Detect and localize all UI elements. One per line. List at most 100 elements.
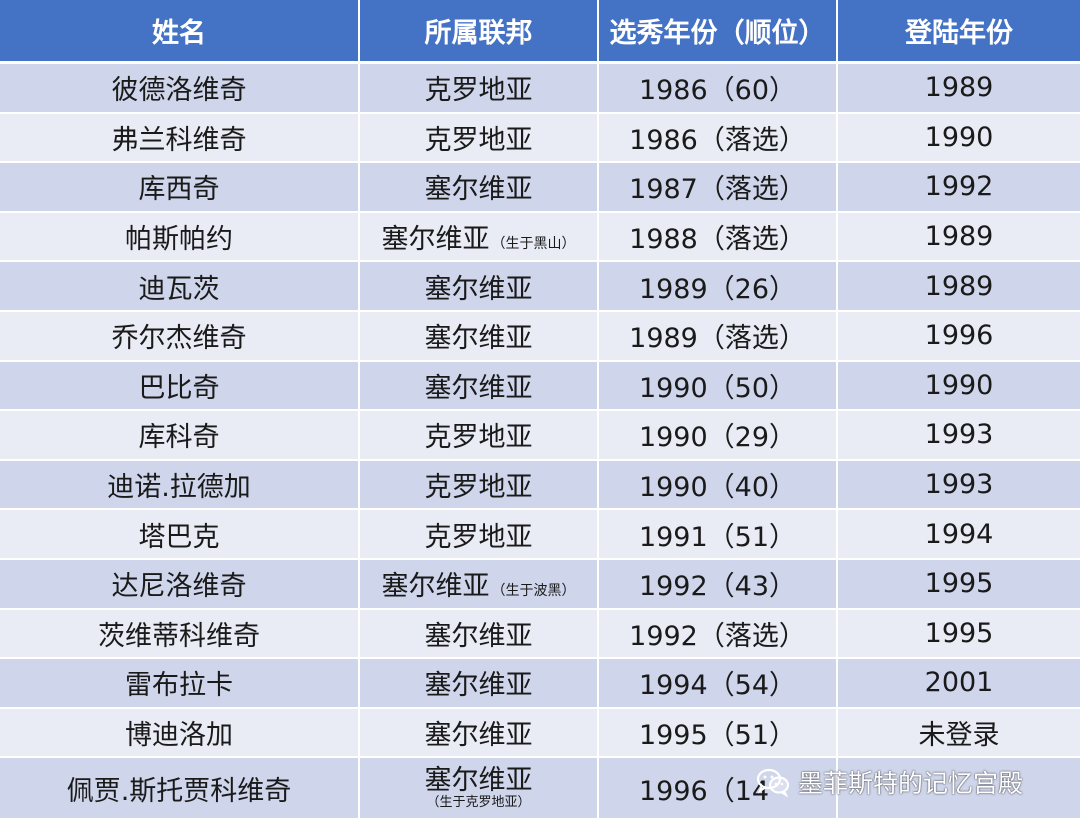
cell-name: 迪瓦茨 — [0, 262, 360, 312]
table-row: 迪瓦茨 塞尔维亚 1989（26） 1989 — [0, 262, 1080, 312]
cell-federation: 塞尔维亚 — [360, 262, 599, 312]
cell-federation: 塞尔维亚 — [360, 659, 599, 709]
watermark: 墨菲斯特的记忆宫殿 — [756, 762, 1023, 802]
birthplace-note: （生于波黑） — [491, 583, 576, 600]
cell-draft: 1996（14 — [599, 758, 838, 821]
cell-federation: 塞尔维亚 — [360, 609, 599, 660]
table-row: 彼德洛维奇 克罗地亚 1986（60） 1989 — [0, 64, 1080, 114]
cell-draft: 1995（51） — [599, 708, 838, 759]
cell-federation: 塞尔维亚 （生于黑山） — [360, 212, 599, 263]
cell-federation: 塞尔维亚 — [360, 311, 599, 362]
table-row: 帕斯帕约 塞尔维亚 （生于黑山） 1988（落选） 1989 — [0, 212, 1080, 263]
cell-arrival: 1992 — [838, 163, 1080, 213]
cell-arrival: 1989 — [838, 212, 1080, 263]
cell-draft: 1988（落选） — [599, 212, 838, 263]
cell-draft: 1992（43） — [599, 559, 838, 610]
cell-name: 博迪洛加 — [0, 708, 360, 759]
cell-draft: 1986（落选） — [599, 113, 838, 164]
federation-text: 克罗地亚 — [424, 75, 533, 107]
cell-arrival: 1994 — [838, 510, 1080, 560]
federation-text: 塞尔维亚 — [424, 323, 533, 355]
cell-name: 彼德洛维奇 — [0, 64, 360, 114]
federation-text: 塞尔维亚 — [424, 765, 533, 797]
cell-arrival: 1990 — [838, 113, 1080, 164]
cell-draft: 1987（落选） — [599, 163, 838, 213]
table-row: 雷布拉卡 塞尔维亚 1994（54） 2001 — [0, 659, 1080, 709]
cell-name: 库科奇 — [0, 411, 360, 461]
cell-draft: 1994（54） — [599, 659, 838, 709]
cell-arrival: 未登录 — [838, 708, 1080, 759]
wechat-icon — [756, 767, 790, 798]
federation-text: 塞尔维亚 — [424, 720, 533, 752]
cell-federation: 克罗地亚 — [360, 64, 599, 114]
cell-draft: 1989（26） — [599, 262, 838, 312]
cell-draft: 1992（落选） — [599, 609, 838, 660]
cell-arrival: 1989 — [838, 262, 1080, 312]
cell-federation: 克罗地亚 — [360, 113, 599, 164]
cell-draft: 1990（50） — [599, 361, 838, 412]
header-name: 姓名 — [0, 0, 360, 64]
table-row: 弗兰科维奇 克罗地亚 1986（落选） 1990 — [0, 113, 1080, 164]
table-row: 茨维蒂科维奇 塞尔维亚 1992（落选） 1995 — [0, 609, 1080, 660]
cell-federation: 克罗地亚 — [360, 411, 599, 461]
table-row: 达尼洛维奇 塞尔维亚 （生于波黑） 1992（43） 1995 — [0, 559, 1080, 610]
cell-federation: 塞尔维亚 — [360, 361, 599, 412]
cell-arrival: 2001 — [838, 659, 1080, 709]
header-draft: 选秀年份（顺位） — [599, 0, 838, 64]
cell-name: 乔尔杰维奇 — [0, 311, 360, 362]
cell-name: 达尼洛维奇 — [0, 559, 360, 610]
cell-federation: 克罗地亚 — [360, 460, 599, 511]
cell-arrival: 1989 — [838, 64, 1080, 114]
cell-draft: 1991（51） — [599, 510, 838, 560]
cell-name: 帕斯帕约 — [0, 212, 360, 263]
birthplace-note: （生于克罗地亚） — [426, 795, 531, 811]
cell-arrival: 1993 — [838, 460, 1080, 511]
birthplace-note: （生于黑山） — [491, 236, 576, 253]
cell-arrival: 1996 — [838, 311, 1080, 362]
federation-text: 塞尔维亚 — [424, 670, 533, 702]
cell-name: 巴比奇 — [0, 361, 360, 412]
federation-text: 塞尔维亚 — [381, 571, 490, 603]
cell-arrival: 1995 — [838, 609, 1080, 660]
table-row: 库西奇 塞尔维亚 1987（落选） 1992 — [0, 163, 1080, 213]
federation-text: 克罗地亚 — [424, 422, 533, 454]
cell-arrival: 1993 — [838, 411, 1080, 461]
federation-text: 克罗地亚 — [424, 124, 533, 156]
federation-text: 塞尔维亚 — [424, 372, 533, 404]
cell-draft: 1986（60） — [599, 64, 838, 114]
cell-name: 茨维蒂科维奇 — [0, 609, 360, 660]
federation-text: 塞尔维亚 — [424, 620, 533, 652]
cell-federation: 塞尔维亚 （生于波黑） — [360, 559, 599, 610]
cell-federation: 塞尔维亚 — [360, 163, 599, 213]
cell-arrival: 1990 — [838, 361, 1080, 412]
cell-name: 佩贾.斯托贾科维奇 — [0, 758, 360, 821]
cell-name: 迪诺.拉德加 — [0, 460, 360, 511]
cell-arrival: 1995 — [838, 559, 1080, 610]
table-row: 博迪洛加 塞尔维亚 1995（51） 未登录 — [0, 708, 1080, 759]
table-row: 迪诺.拉德加 克罗地亚 1990（40） 1993 — [0, 460, 1080, 511]
cell-draft: 1989（落选） — [599, 311, 838, 362]
watermark-text: 墨菲斯特的记忆宫殿 — [798, 769, 1024, 798]
cell-name: 塔巴克 — [0, 510, 360, 560]
header-arrival: 登陆年份 — [838, 0, 1080, 64]
federation-text: 克罗地亚 — [424, 521, 533, 553]
federation-text: 克罗地亚 — [424, 472, 533, 504]
cell-name: 雷布拉卡 — [0, 659, 360, 709]
header-row: 姓名 所属联邦 选秀年份（顺位） 登陆年份 — [0, 0, 1080, 64]
cell-federation: 塞尔维亚 （生于克罗地亚） — [360, 758, 599, 821]
cell-name: 库西奇 — [0, 163, 360, 213]
cell-draft: 1990（40） — [599, 460, 838, 511]
table-row: 乔尔杰维奇 塞尔维亚 1989（落选） 1996 — [0, 311, 1080, 362]
table-row: 库科奇 克罗地亚 1990（29） 1993 — [0, 411, 1080, 461]
cell-federation: 克罗地亚 — [360, 510, 599, 560]
cell-arrival — [838, 758, 1080, 821]
header-federation: 所属联邦 — [360, 0, 599, 64]
cell-name: 弗兰科维奇 — [0, 113, 360, 164]
table-row: 塔巴克 克罗地亚 1991（51） 1994 — [0, 510, 1080, 560]
cell-draft: 1990（29） — [599, 411, 838, 461]
federation-text: 塞尔维亚 — [424, 273, 533, 305]
cell-federation: 塞尔维亚 — [360, 708, 599, 759]
table-row: 佩贾.斯托贾科维奇 塞尔维亚 （生于克罗地亚） 1996（14 — [0, 758, 1080, 821]
federation-text: 塞尔维亚 — [424, 174, 533, 206]
